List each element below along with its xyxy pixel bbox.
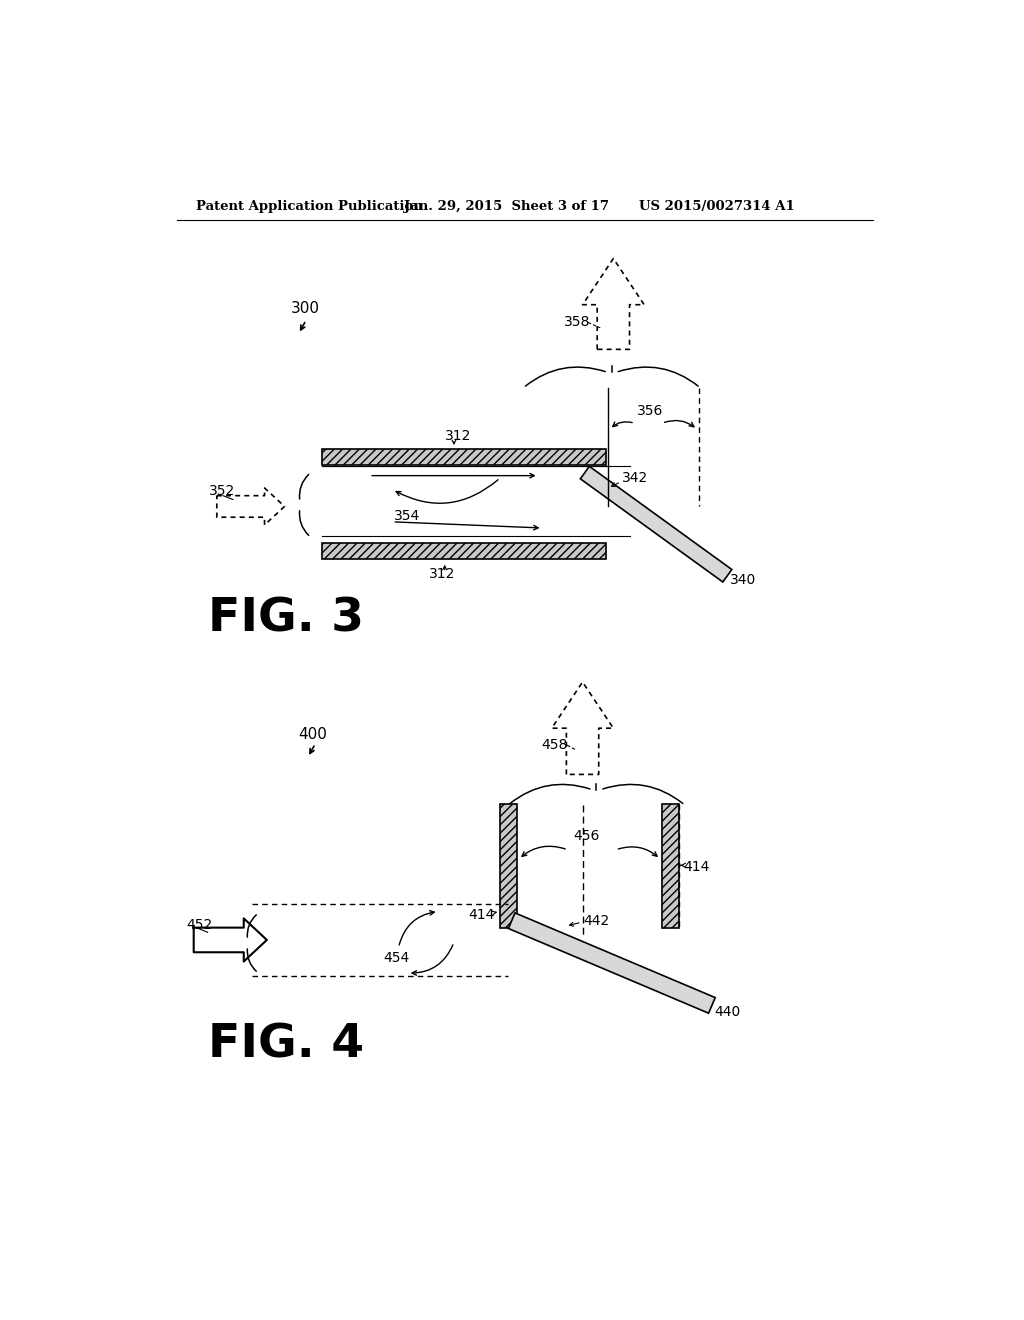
Bar — [322, 544, 606, 558]
Text: 300: 300 — [291, 301, 319, 315]
Text: Patent Application Publication: Patent Application Publication — [196, 199, 423, 213]
Bar — [500, 804, 517, 928]
Text: 414: 414 — [468, 908, 495, 921]
Text: 312: 312 — [444, 429, 471, 442]
Text: 442: 442 — [584, 913, 609, 928]
Text: 340: 340 — [730, 573, 756, 587]
Text: 414: 414 — [683, 859, 710, 874]
Text: FIG. 4: FIG. 4 — [208, 1023, 364, 1068]
Text: FIG. 3: FIG. 3 — [208, 597, 364, 642]
Text: 354: 354 — [394, 510, 420, 524]
Text: 342: 342 — [622, 471, 648, 484]
Text: 358: 358 — [564, 315, 591, 330]
Text: 356: 356 — [637, 404, 664, 418]
Text: Jan. 29, 2015  Sheet 3 of 17: Jan. 29, 2015 Sheet 3 of 17 — [403, 199, 609, 213]
Text: 440: 440 — [714, 1005, 740, 1019]
Text: 452: 452 — [186, 917, 212, 932]
Bar — [322, 450, 606, 465]
Text: 456: 456 — [573, 829, 600, 843]
Text: 400: 400 — [298, 727, 328, 742]
Text: 312: 312 — [429, 568, 456, 581]
Polygon shape — [581, 466, 732, 582]
Bar — [662, 804, 679, 928]
Text: 454: 454 — [383, 950, 410, 965]
Text: 352: 352 — [209, 484, 236, 498]
Polygon shape — [508, 913, 715, 1014]
Text: US 2015/0027314 A1: US 2015/0027314 A1 — [639, 199, 795, 213]
Text: 458: 458 — [542, 738, 568, 752]
